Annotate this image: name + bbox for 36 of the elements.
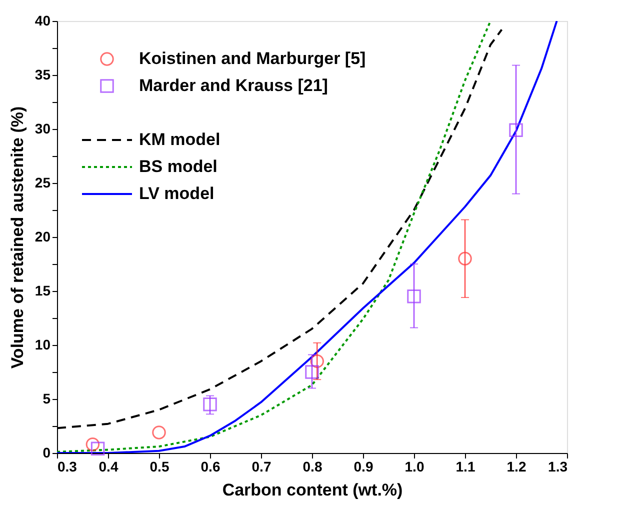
x-tick-label: 0.7 [252, 458, 272, 474]
point [86, 438, 100, 452]
x-tick-label: 0.8 [302, 458, 322, 474]
point [305, 365, 319, 379]
x-tick-label: 1.2 [506, 458, 526, 474]
point [310, 354, 324, 368]
legend-label: KM model [139, 130, 220, 149]
y-tick-label: 30 [34, 120, 51, 136]
y-tick-label: 10 [34, 336, 51, 352]
x-tick-label: 0.5 [150, 458, 170, 474]
y-tick-label: 25 [34, 174, 51, 190]
point [458, 252, 472, 266]
y-axis-title: Volume of retained austenite (%) [8, 106, 27, 369]
point [203, 398, 217, 412]
x-tick-label: 0.4 [98, 458, 118, 474]
x-tick-label: 1.3 [548, 458, 568, 474]
y-tick-label: 15 [34, 282, 51, 298]
point [152, 426, 166, 440]
legend-label: Marder and Krauss [21] [139, 76, 328, 95]
y-tick-label: 20 [34, 228, 51, 244]
legend-label: Koistinen and Marburger [5] [139, 49, 366, 68]
x-tick-label: 1.1 [456, 458, 476, 474]
point [407, 290, 421, 304]
x-tick-label: 0.9 [354, 458, 374, 474]
point [509, 123, 523, 137]
legend-label: BS model [139, 157, 218, 176]
x-tick-label: 0.6 [200, 458, 220, 474]
legend-label: LV model [139, 184, 214, 203]
y-tick-label: 0 [42, 444, 51, 460]
y-tick-label: 5 [42, 390, 51, 406]
x-tick-label: 0.3 [58, 458, 78, 474]
point [90, 442, 105, 456]
x-tick-label: 1.0 [404, 458, 424, 474]
y-tick-label: 40 [34, 12, 51, 28]
x-axis-title: Carbon content (wt.%) [222, 480, 403, 500]
y-tick-label: 35 [34, 66, 51, 82]
